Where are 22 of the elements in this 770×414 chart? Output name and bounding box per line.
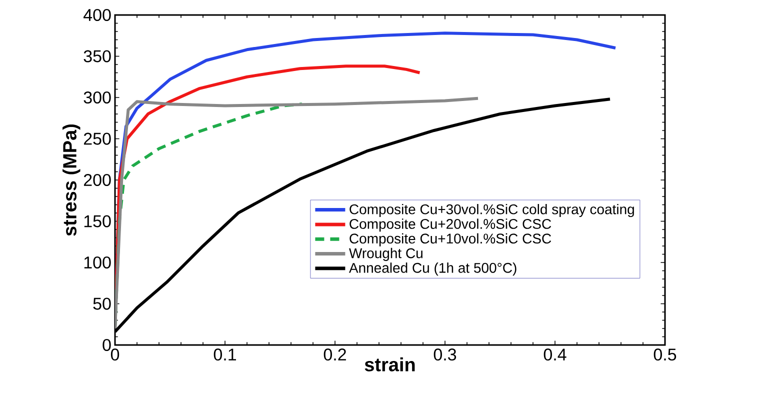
legend-label: Composite Cu+10vol.%SiC CSC: [350, 233, 552, 246]
x-tick-label: 0.4: [544, 348, 566, 361]
y-tick-label: 0: [102, 338, 111, 352]
y-tick-label: 200: [84, 174, 111, 186]
legend-label: Wrought Cu: [349, 248, 422, 261]
y-axis-title: stress (MPa): [62, 124, 80, 236]
legend-label: Composite Cu+30vol.%SiC cold spray coating: [350, 204, 634, 218]
x-tick-label: 0.2: [324, 348, 346, 361]
y-tick-label: 250: [84, 132, 111, 145]
x-tick-label: 0.5: [654, 348, 676, 361]
y-tick-label: 350: [84, 50, 111, 62]
y-tick-label: 50: [93, 298, 111, 310]
x-tick-label: 0: [110, 348, 120, 361]
legend-label: Annealed Cu (1h at 500°C): [348, 262, 516, 276]
y-tick-label: 100: [84, 256, 111, 269]
y-tick-label: 300: [84, 91, 111, 104]
x-tick-label: 0.3: [434, 348, 456, 361]
x-tick-label: 0.1: [214, 348, 236, 361]
y-tick-label: 400: [84, 8, 111, 22]
legend-label: Composite Cu+20vol.%SiC CSC: [350, 218, 552, 232]
y-tick-label: 150: [84, 215, 111, 228]
x-axis-title: strain: [364, 357, 415, 372]
